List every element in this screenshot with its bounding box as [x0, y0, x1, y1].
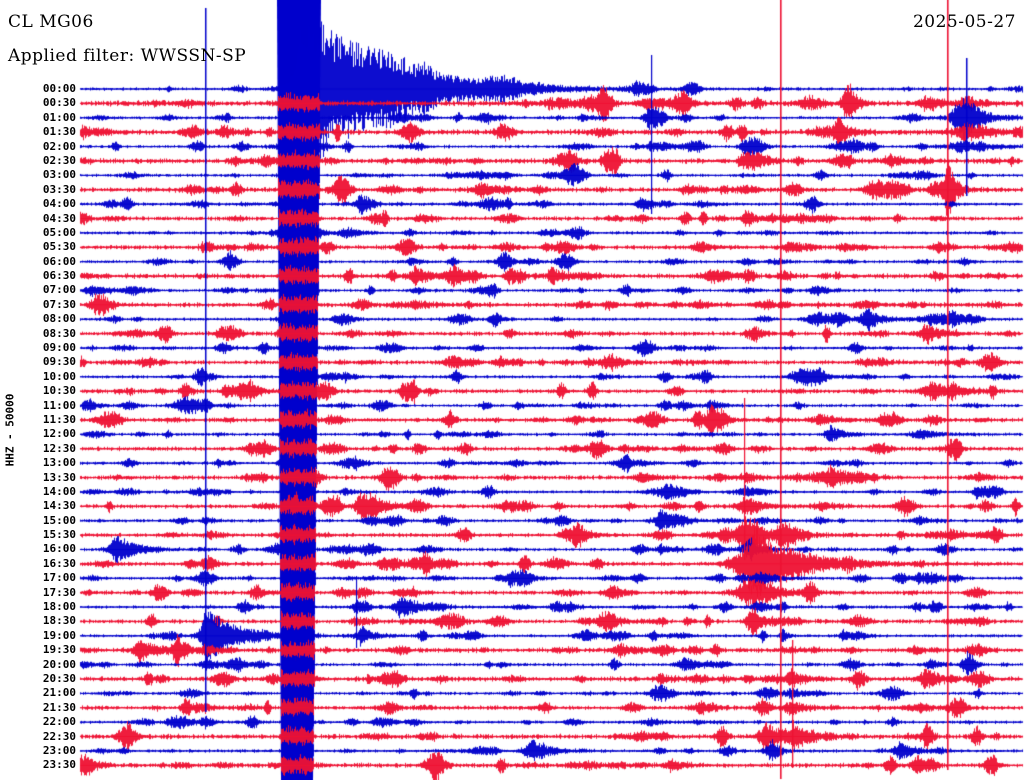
- time-label: 00:30: [42, 96, 76, 110]
- time-label: 13:30: [42, 470, 76, 484]
- time-label: 08:00: [42, 312, 76, 326]
- time-label: 06:00: [42, 254, 76, 268]
- time-label: 11:00: [42, 398, 76, 412]
- time-label: 15:00: [42, 513, 76, 527]
- time-label: 09:30: [42, 355, 76, 369]
- time-label: 04:00: [42, 197, 76, 211]
- time-label: 16:30: [42, 556, 76, 570]
- time-label: 20:00: [42, 657, 76, 671]
- time-label: 00:00: [42, 82, 76, 95]
- time-label: 02:00: [42, 139, 76, 153]
- time-label: 05:00: [42, 225, 76, 239]
- time-label: 10:30: [42, 384, 76, 398]
- time-label: 21:00: [42, 686, 76, 700]
- time-label: 17:30: [42, 585, 76, 599]
- time-label: 14:00: [42, 484, 76, 498]
- time-label: 19:30: [42, 643, 76, 657]
- time-label: 05:30: [42, 240, 76, 254]
- time-label: 23:00: [42, 743, 76, 757]
- time-label: 23:30: [42, 758, 76, 772]
- time-label: 13:00: [42, 456, 76, 470]
- time-label: 02:30: [42, 153, 76, 167]
- filter-label: Applied filter: WWSSN-SP: [8, 46, 247, 66]
- time-label: 12:30: [42, 441, 76, 455]
- time-label: 04:30: [42, 211, 76, 225]
- scale-label: HHZ - 50000: [3, 393, 17, 467]
- time-label: 06:30: [42, 269, 76, 283]
- time-label: 09:00: [42, 341, 76, 355]
- time-label: 22:00: [42, 715, 76, 729]
- time-label: 22:30: [42, 729, 76, 743]
- time-label: 12:00: [42, 427, 76, 441]
- station-id: CL MG06: [8, 12, 94, 32]
- time-label: 10:00: [42, 369, 76, 383]
- time-label: 03:30: [42, 182, 76, 196]
- time-label: 15:30: [42, 528, 76, 542]
- time-label: 19:00: [42, 628, 76, 642]
- time-label: 16:00: [42, 542, 76, 556]
- time-label: 07:00: [42, 283, 76, 297]
- time-label: 07:30: [42, 297, 76, 311]
- time-label: 08:30: [42, 326, 76, 340]
- record-date: 2025-05-27: [912, 12, 1016, 32]
- time-label: 01:30: [42, 125, 76, 139]
- time-label: 21:30: [42, 700, 76, 714]
- time-label: 20:30: [42, 671, 76, 685]
- time-label: 17:00: [42, 571, 76, 585]
- time-label: 14:30: [42, 499, 76, 513]
- time-label: 18:00: [42, 600, 76, 614]
- time-label: 11:30: [42, 412, 76, 426]
- time-label: 01:00: [42, 110, 76, 124]
- time-label: 18:30: [42, 614, 76, 628]
- time-label: 03:00: [42, 168, 76, 182]
